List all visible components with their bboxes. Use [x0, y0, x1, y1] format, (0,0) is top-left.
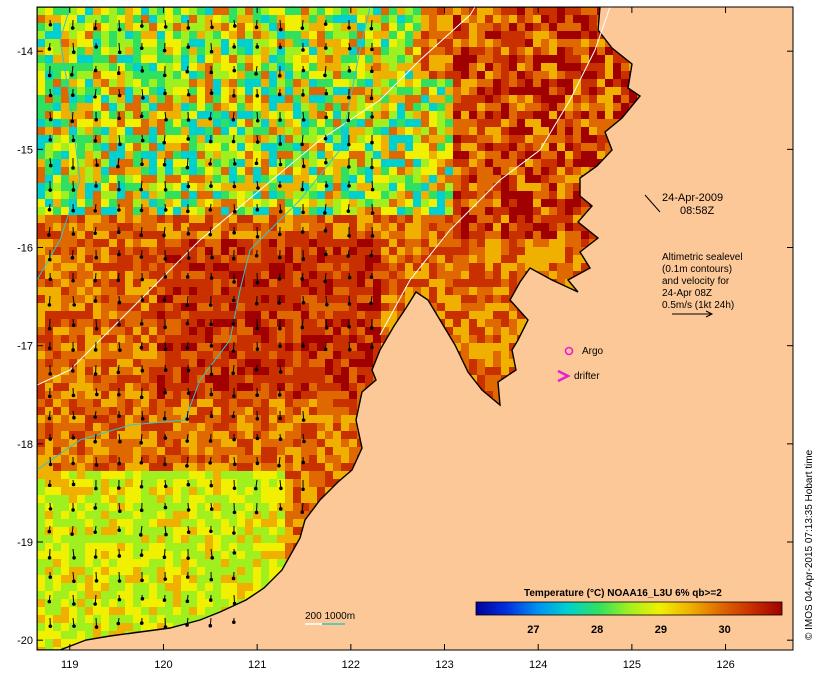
lat-tick-label: -20 — [17, 635, 33, 647]
lon-tick-label: 125 — [623, 659, 641, 671]
depth-contour-1000m — [37, 7, 371, 471]
legend-line: 24-Apr 08Z — [662, 288, 712, 299]
legend-line: and velocity for — [662, 276, 730, 287]
lon-tick-label: 120 — [154, 659, 172, 671]
lon-tick-label: 123 — [435, 659, 453, 671]
map-frame — [36, 6, 794, 651]
argo-marker — [564, 346, 574, 356]
legend-line: (0.1m contours) — [662, 264, 732, 275]
coastline — [37, 7, 642, 650]
depth-contour-200m — [37, 7, 476, 386]
lon-tick-label: 119 — [61, 659, 79, 671]
colorbar-tick-label: 30 — [719, 624, 731, 636]
colorbar-bar — [475, 601, 783, 616]
colorbar-tick-label: 27 — [527, 624, 539, 636]
lat-tick-label: -19 — [17, 537, 33, 549]
lon-tick-label: 122 — [342, 659, 360, 671]
lon-tick-label: 121 — [248, 659, 266, 671]
drifter-label: drifter — [574, 371, 600, 382]
depth-contour-200m-b — [379, 7, 611, 336]
velocity-arrows — [47, 19, 375, 629]
scale-arrow — [672, 310, 714, 318]
lon-tick-label: 126 — [716, 659, 734, 671]
colorbar-tick-label: 28 — [591, 624, 603, 636]
drifter-marker — [557, 369, 571, 383]
lat-tick-label: -16 — [17, 243, 33, 255]
colorbar: Temperature (°C) NOAA16_L3U 6% qb>=2 27 2… — [470, 588, 788, 636]
date-label: 24-Apr-2009 — [662, 192, 723, 204]
lat-tick-label: -18 — [17, 439, 33, 451]
map-plot-area — [37, 7, 793, 650]
legend-line: Altimetric sealevel — [662, 252, 743, 263]
altimetry-legend: Altimetric sealevel(0.1m contours)and ve… — [662, 252, 743, 311]
depth-legend-label: 200 1000m — [305, 611, 355, 622]
credit-text: © IMOS 04-Apr-2015 07:13:35 Hobart time — [804, 449, 815, 640]
argo-label: Argo — [582, 346, 604, 357]
lon-tick-label: 124 — [529, 659, 547, 671]
lat-tick-label: -15 — [17, 144, 33, 156]
lat-tick-label: -14 — [17, 46, 33, 58]
time-label: 08:58Z — [680, 205, 715, 217]
lat-tick-label: -17 — [17, 341, 33, 353]
legend-line: 0.5m/s (1kt 24h) — [662, 300, 734, 311]
axes: 119 120 121 122 123 124 125 126 -14 -15 -16 -17 -18 -… — [17, 7, 793, 671]
colorbar-title: Temperature (°C) NOAA16_L3U 6% qb>=2 — [524, 588, 722, 599]
date-pointer — [644, 194, 661, 213]
colorbar-tick-label: 29 — [655, 624, 667, 636]
